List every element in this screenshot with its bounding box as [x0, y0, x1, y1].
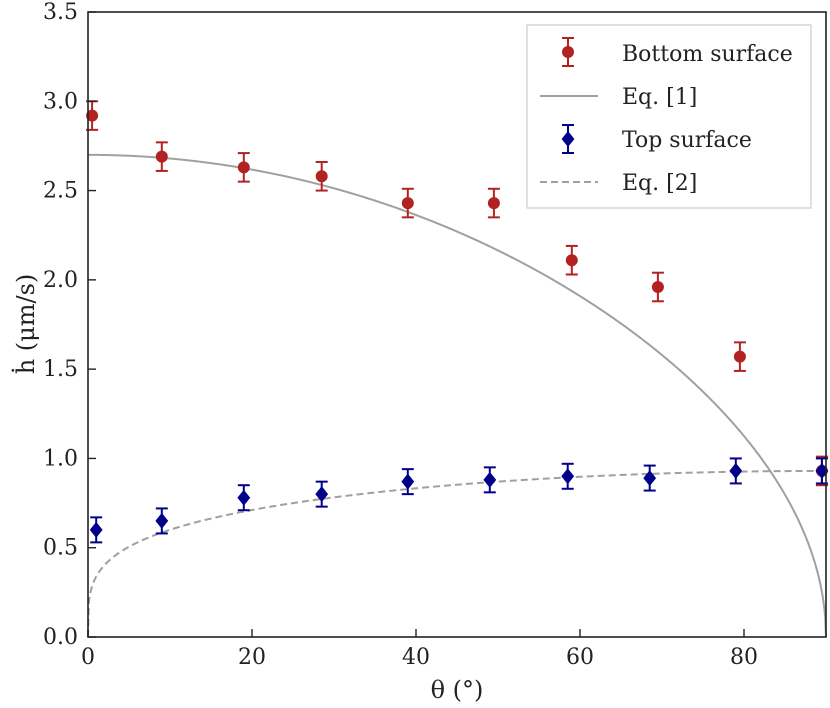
y-tick-label: 1.5 [43, 357, 78, 382]
x-tick-label: 80 [730, 645, 758, 670]
y-tick-label: 0.5 [43, 536, 78, 561]
x-tick-label: 60 [566, 645, 594, 670]
bottom-surface-point [156, 151, 168, 163]
bottom-surface-point [566, 254, 578, 266]
y-axis-label: ḣ (μm/s) [11, 274, 40, 375]
y-tick-label: 2.0 [43, 268, 78, 293]
legend-label-eq2: Eq. [2] [622, 171, 697, 196]
x-axis-label: θ (°) [431, 676, 484, 704]
chart-svg: 0 20 40 60 80 0.0 0.5 1.0 1.5 2.0 2.5 3.0 3.5 θ (°)… [0, 0, 830, 708]
y-tick-label: 3.5 [43, 0, 78, 25]
bottom-surface-point [316, 170, 328, 182]
bottom-surface-point [238, 161, 250, 173]
y-tick-label: 2.5 [43, 179, 78, 204]
legend: Bottom surface Eq. [1] Top surface Eq. [… [527, 25, 811, 208]
x-tick-label: 0 [81, 645, 95, 670]
x-tick-label: 20 [238, 645, 266, 670]
bottom-surface-point [402, 197, 414, 209]
legend-label-eq1: Eq. [1] [622, 85, 697, 110]
legend-label-bottom-surface: Bottom surface [622, 42, 793, 67]
bottom-surface-point [652, 281, 664, 293]
bottom-surface-point [488, 197, 500, 209]
legend-handle-bottom-marker [562, 46, 574, 58]
y-tick-label: 3.0 [43, 89, 78, 114]
y-tick-label: 1.0 [43, 446, 78, 471]
bottom-surface-point [734, 351, 746, 363]
y-tick-label: 0.0 [43, 625, 78, 650]
x-tick-label: 40 [402, 645, 430, 670]
legend-label-top-surface: Top surface [622, 128, 752, 153]
